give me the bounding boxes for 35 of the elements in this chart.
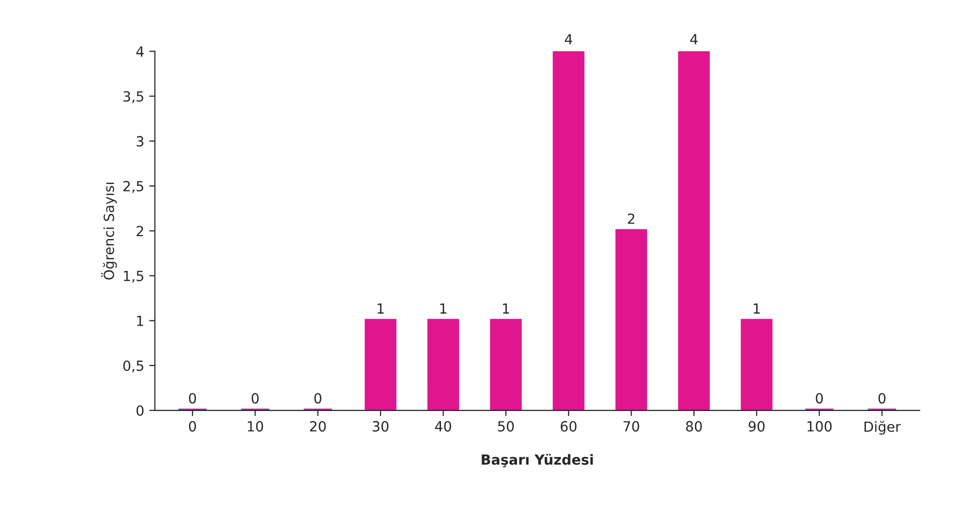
data-label: 0	[816, 393, 823, 404]
data-label: 4	[564, 34, 572, 44]
data-label: 1	[503, 303, 510, 314]
x-tick-label: 20	[310, 421, 326, 432]
y-tick-label: 0,5	[123, 360, 144, 372]
data-label: 1	[378, 303, 384, 314]
data-label: 2	[628, 213, 634, 224]
data-label: 4	[690, 34, 698, 44]
y-tick-label: 1	[137, 316, 144, 326]
y-tick-label: 2,5	[123, 180, 144, 193]
y-tick-label: 1,5	[124, 270, 144, 283]
data-label: 0	[188, 393, 196, 404]
x-tick-label: Diğer	[864, 420, 901, 435]
x-axis-title: Başarı Yüzdesi	[482, 454, 593, 468]
x-tick-label: 70	[624, 421, 640, 432]
x-tick-label: 30	[372, 421, 388, 432]
x-tick-label: 100	[808, 421, 832, 432]
x-tick-label: 80	[686, 421, 702, 432]
x-tick-label: 50	[498, 421, 514, 432]
x-tick-label: 0	[188, 421, 196, 432]
data-label: 0	[252, 393, 259, 404]
y-tick-label: 0	[136, 405, 144, 416]
y-axis-title: Öğrenci Sayısı	[101, 182, 117, 280]
y-tick-label: 3,5	[123, 91, 144, 104]
x-tick-label: 40	[435, 421, 452, 432]
y-tick-label: 2	[136, 226, 144, 236]
data-label: 1	[754, 303, 760, 314]
y-tick-label: 3	[136, 136, 144, 147]
x-tick-label: 10	[248, 421, 264, 432]
x-tick-label: 90	[748, 421, 765, 432]
y-tick-label: 4	[136, 46, 144, 57]
x-tick-label: 60	[560, 421, 576, 432]
data-label: 0	[314, 393, 322, 404]
data-label: 0	[878, 393, 886, 404]
data-label: 1	[440, 303, 446, 314]
